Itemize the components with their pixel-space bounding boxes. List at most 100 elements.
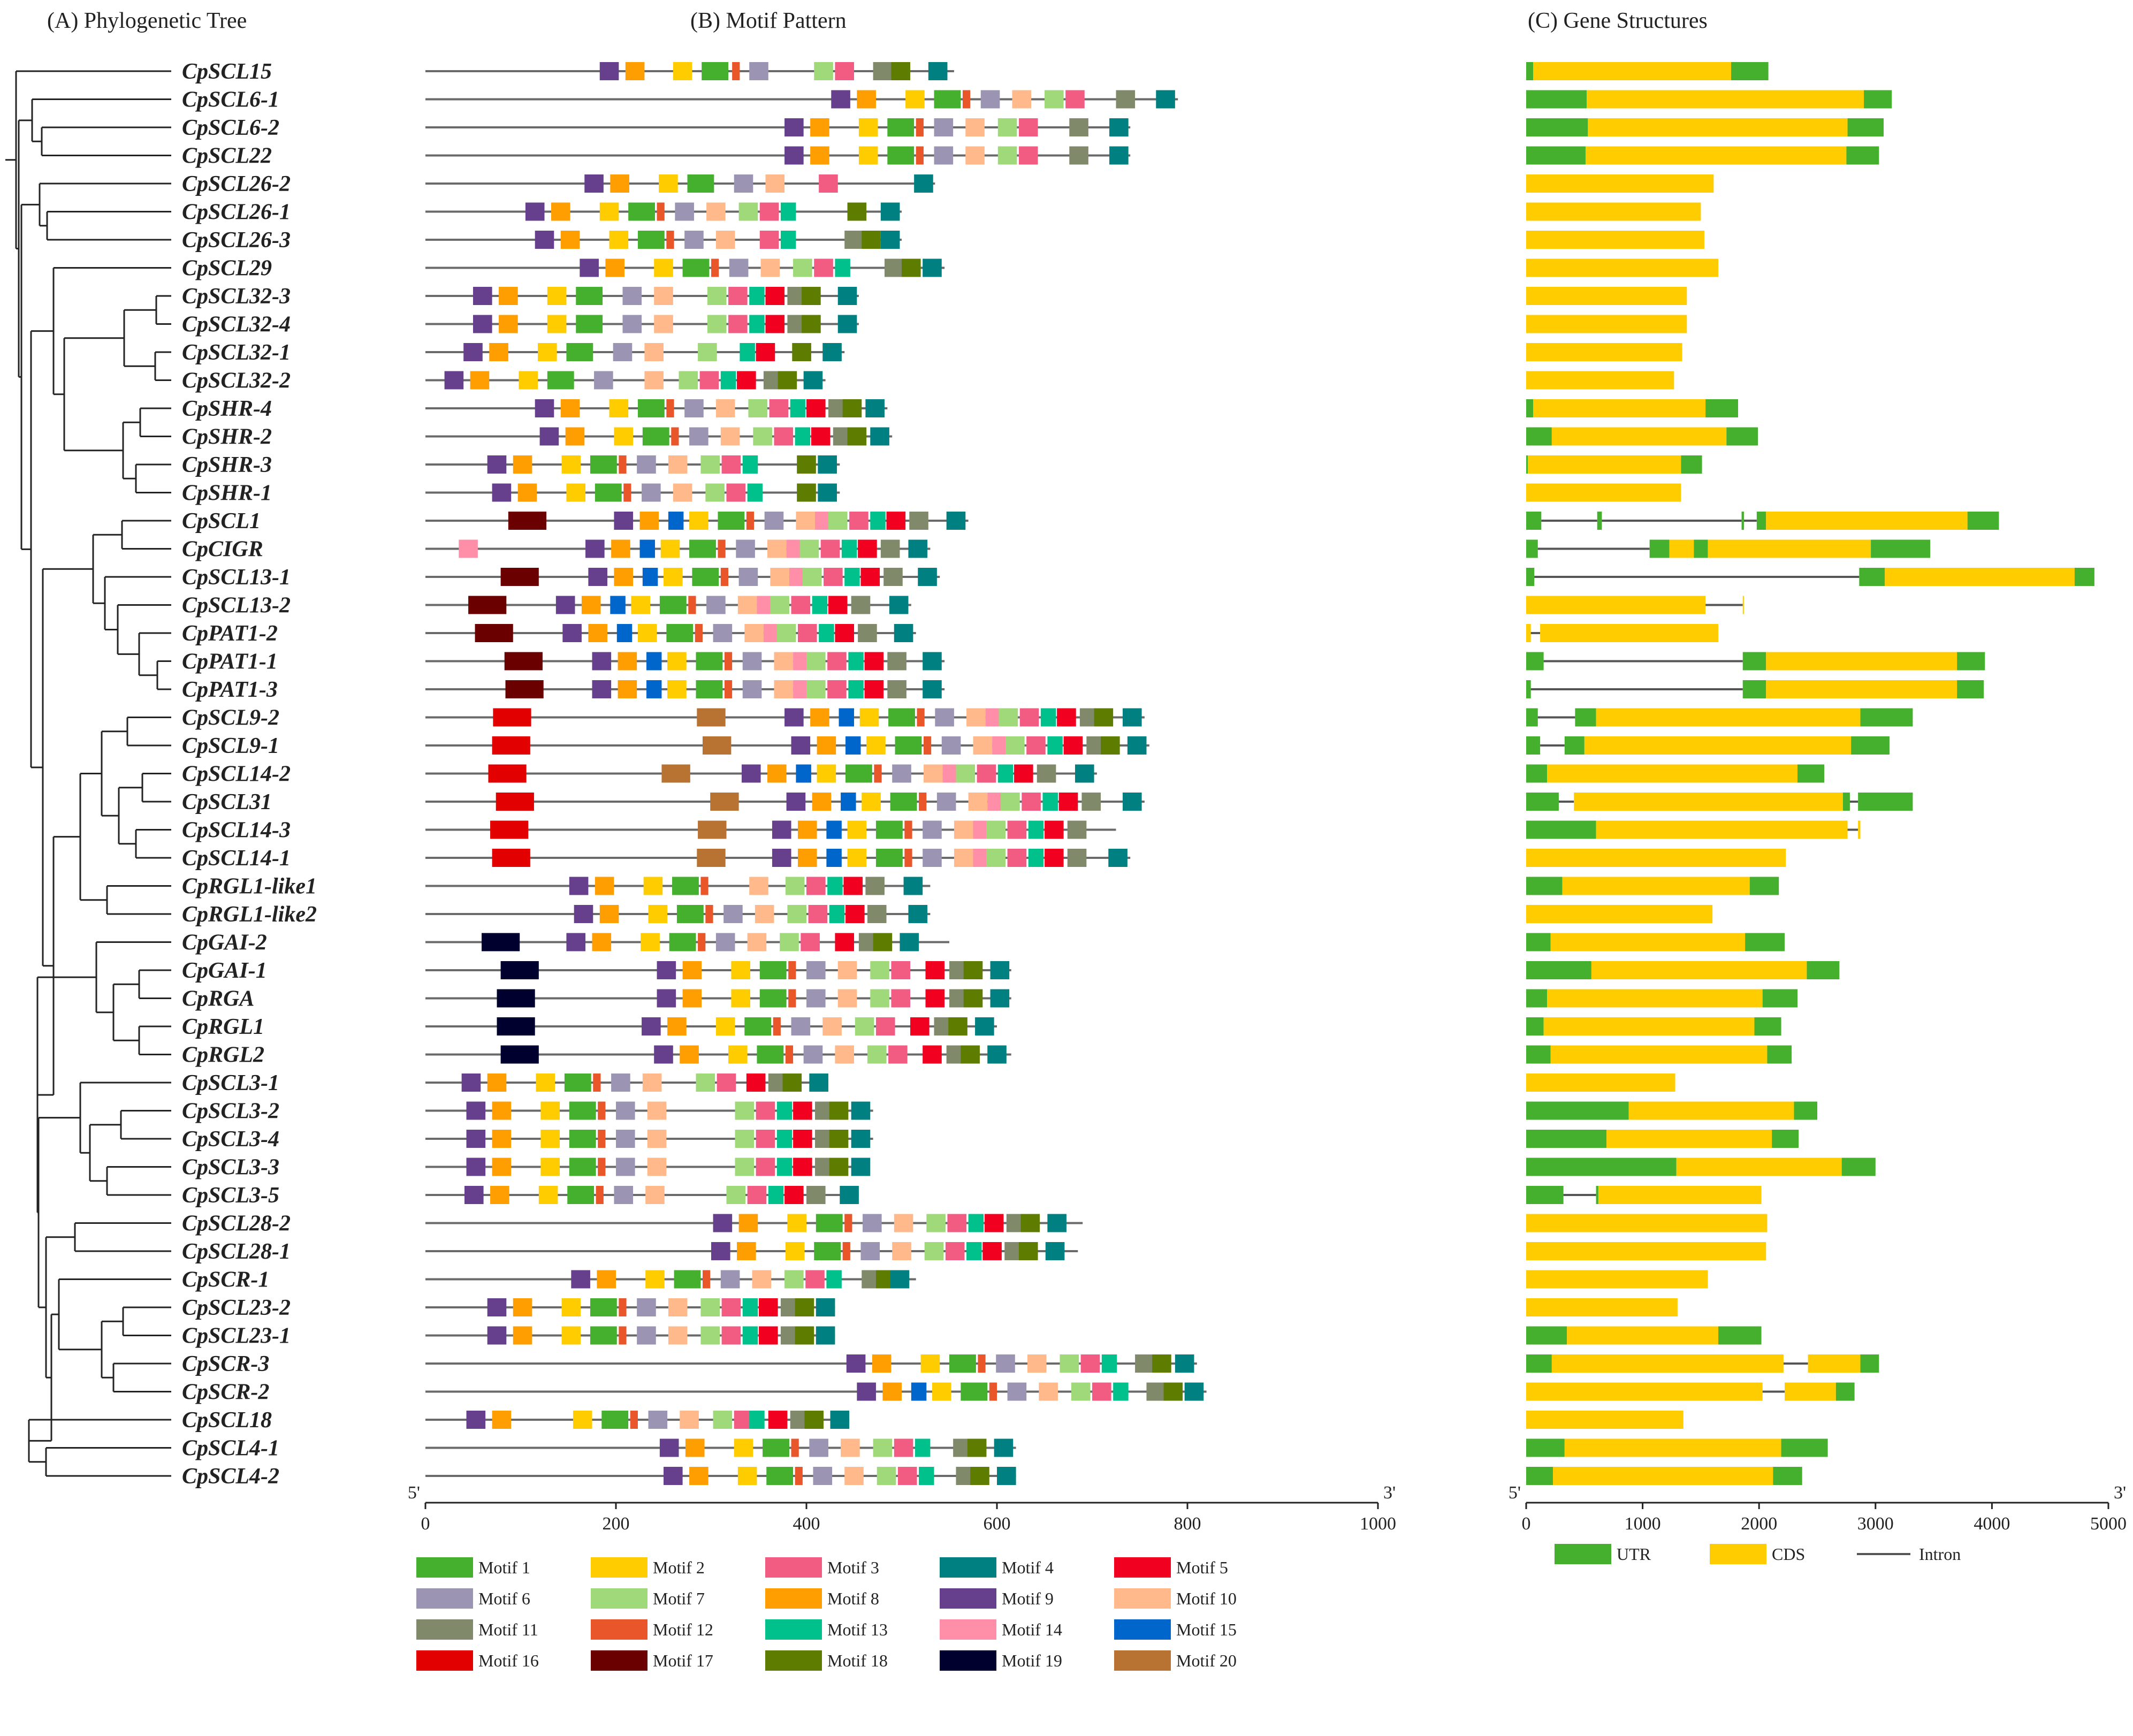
motif-13-box (749, 1411, 765, 1429)
motif-10-box (668, 455, 688, 474)
motif-6-box (860, 1242, 880, 1260)
motif-9-box (772, 849, 791, 867)
motif-12-box (788, 961, 796, 979)
motif-9-box (535, 231, 554, 249)
motif-13-box (870, 512, 886, 530)
motif-9-box (569, 877, 589, 895)
utr-segment (1742, 680, 1766, 698)
utr-legend-label: UTR (1617, 1544, 1651, 1564)
motif-10-box (966, 708, 986, 727)
motif-13-box (780, 231, 796, 249)
motif-10-box (644, 343, 664, 361)
motif-2-box (540, 1158, 560, 1176)
utr-segment (1526, 568, 1535, 586)
motif-12-box (596, 1186, 604, 1204)
motif-4-box (880, 202, 900, 221)
motif-tick-label: 200 (603, 1514, 630, 1534)
gene-label: CpSHR-2 (182, 425, 272, 450)
motif-2-box (599, 202, 619, 221)
motif-4-box (900, 933, 919, 951)
motif-12-box (700, 877, 709, 895)
motif-3-box (945, 1242, 965, 1260)
motif-7-box (1060, 1354, 1079, 1373)
motif-6-box (648, 1411, 668, 1429)
motif-18-box (829, 1158, 849, 1176)
cds-segment (1596, 708, 1861, 727)
motif-11-legend-label: Motif 11 (478, 1620, 538, 1639)
motif-11-box (884, 258, 904, 277)
motif-8-box (614, 568, 634, 586)
motif-1-box (642, 427, 669, 446)
cds-segment (1526, 1270, 1708, 1289)
utr-segment (1767, 1045, 1792, 1064)
motif-8-box (639, 512, 659, 530)
motif-12-box (598, 1130, 606, 1148)
utr-segment (1794, 1101, 1817, 1120)
utr-segment (1749, 877, 1779, 895)
motif-7-box (870, 961, 889, 979)
cds-segment (1628, 1101, 1794, 1120)
utr-segment (1526, 1101, 1629, 1120)
motif-3-box (806, 877, 826, 895)
motif-13-box (844, 568, 860, 586)
motif-3-box (699, 371, 719, 390)
motif-9-box (487, 1298, 507, 1316)
motif-8-box (470, 371, 490, 390)
motif-5-box (864, 680, 884, 698)
motif-6-box (689, 427, 709, 446)
motif-10-box (1027, 1354, 1047, 1373)
gene-label: CpSCL4-2 (182, 1464, 279, 1489)
motif-12-box (593, 1073, 601, 1092)
motif-12-box (916, 146, 924, 165)
cds-legend-swatch (1710, 1544, 1766, 1564)
motif-3-box (721, 1298, 741, 1316)
motif-13-box (790, 399, 806, 417)
motif-8-box (618, 652, 637, 671)
motif-2-box (566, 483, 586, 502)
motif-9-box (466, 1130, 486, 1148)
motif-9-box (539, 427, 559, 446)
motif-2-box (659, 174, 678, 193)
motif-3-box (756, 1101, 775, 1120)
motif-18-box (1018, 1242, 1038, 1260)
utr-segment (1526, 62, 1534, 80)
motif-6-box (720, 1270, 740, 1289)
cds-segment (1543, 1017, 1755, 1035)
motif-12-box (718, 539, 726, 558)
motif-3-box (756, 1130, 775, 1148)
motif-13-box (819, 624, 834, 642)
motif-5-box (1045, 820, 1064, 839)
cds-segment (1526, 315, 1687, 333)
motif-2-box (519, 371, 538, 390)
motif-11-box (1069, 118, 1088, 136)
motif-1-box (682, 258, 710, 277)
motif-10-box (965, 146, 985, 165)
motif-10-box (767, 539, 787, 558)
motif-9-box (654, 1045, 673, 1064)
motif-9-box (857, 1382, 876, 1401)
motif-4-box (851, 1130, 871, 1148)
motif-1-box (718, 512, 745, 530)
motif-3-box (1019, 708, 1039, 727)
motif-1-box (816, 1214, 843, 1232)
motif-18-box (963, 961, 983, 979)
motif-11-box (1116, 90, 1136, 109)
motif-3-box (849, 512, 869, 530)
motif-2-box (728, 1045, 748, 1064)
motif-9-box (786, 793, 806, 811)
motif-13-box (827, 877, 843, 895)
cds-segment (1526, 1242, 1766, 1260)
motif-12-box (978, 1354, 986, 1373)
motif-19-legend-label: Motif 19 (1002, 1651, 1062, 1670)
motif-7-box (1071, 1382, 1091, 1401)
motif-13-box (776, 1130, 793, 1148)
utr-segment (1754, 1017, 1781, 1035)
motif-8-box (767, 764, 787, 783)
cds-segment (1526, 1073, 1675, 1092)
motif-11-box (1081, 793, 1101, 811)
motif-10-box (774, 652, 794, 671)
utr-segment (1773, 1467, 1802, 1485)
motif-7-box (780, 933, 799, 951)
motif-3-box (721, 455, 741, 474)
motif-5-box (811, 427, 831, 446)
